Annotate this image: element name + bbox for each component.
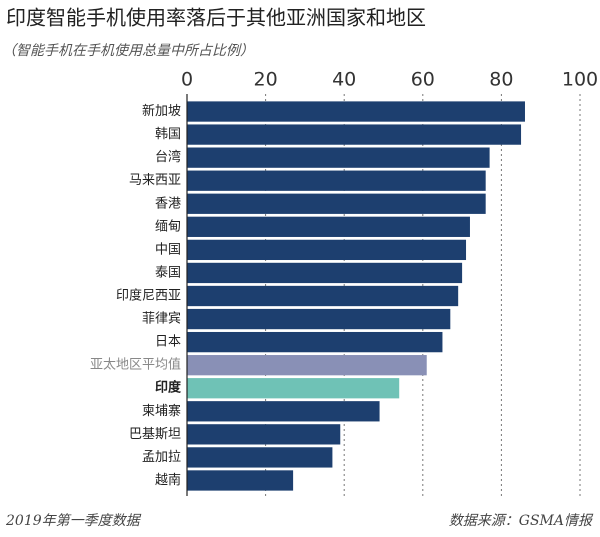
bar [187,285,459,307]
y-tick-label: 菲律宾 [142,311,181,327]
bar [187,378,400,399]
y-tick-label: 印度 [155,380,182,396]
bar [187,147,490,168]
source: 数据来源：GSMA情报 [449,513,594,529]
bar [187,193,486,214]
x-tick-label: 20 [254,69,278,91]
bar [187,124,522,145]
y-tick-label: 柬埔寨 [142,403,181,419]
chart-subtitle: （智能手机在手机使用总量中所占比例） [2,43,254,59]
bar [187,262,463,284]
bar [187,308,451,330]
y-tick-label: 中国 [155,242,181,257]
bar [187,447,333,468]
y-tick-label: 印度尼西亚 [116,288,181,304]
bar [187,401,380,422]
y-tick-label: 缅甸 [155,219,181,234]
y-tick-label: 日本 [155,335,181,350]
bar [187,170,486,191]
bar [187,424,341,445]
x-tick-label: 80 [489,69,513,91]
bar [187,355,427,376]
y-tick-label: 马来西亚 [129,173,181,188]
y-tick-label: 巴基斯坦 [129,427,181,442]
chart-title: 印度智能手机使用率落后于其他亚洲国家和地区 [6,6,426,30]
x-tick-label: 60 [411,69,435,91]
y-tick-label: 孟加拉 [142,450,181,465]
y-tick-label: 台湾 [155,149,181,165]
bar [187,216,470,237]
bar [187,470,294,491]
y-tick-label: 亚太地区平均值 [90,357,181,373]
x-tick-label: 40 [332,69,356,91]
y-tick-label: 新加坡 [142,103,181,119]
bar [187,239,467,261]
note: 2019年第一季度数据 [5,513,142,529]
bar [187,101,525,122]
y-tick-label: 越南 [155,472,181,488]
x-tick-label: 100 [562,69,598,91]
bar [187,331,443,353]
y-tick-label: 香港 [155,196,181,211]
y-tick-label: 韩国 [155,127,181,142]
y-tick-label: 泰国 [155,265,181,280]
x-tick-label: 0 [181,69,193,91]
